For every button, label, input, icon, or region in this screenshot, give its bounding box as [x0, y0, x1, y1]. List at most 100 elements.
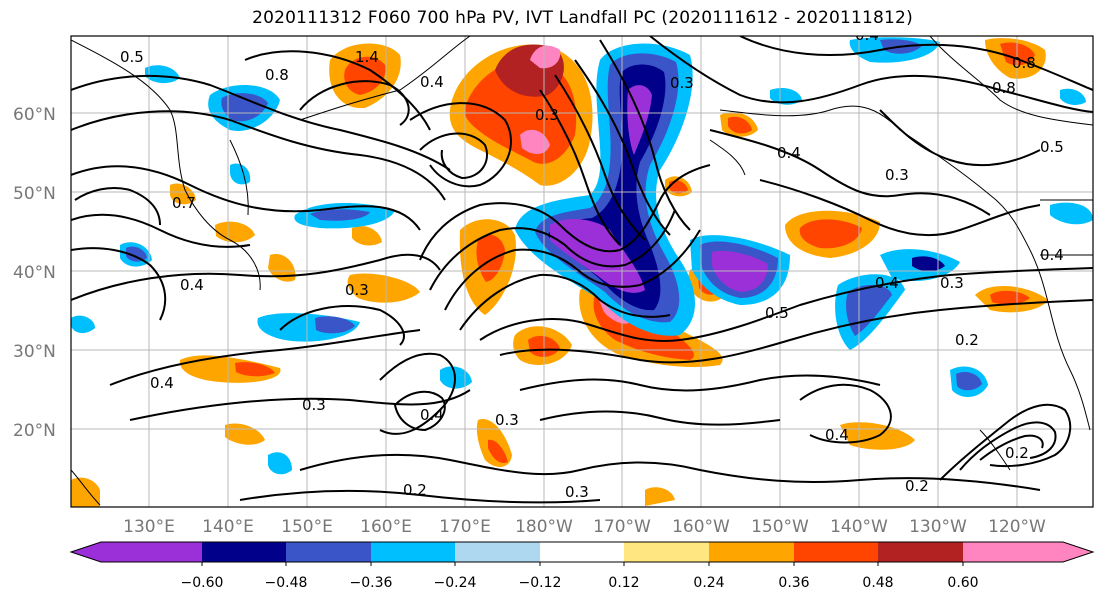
colorbar-tick: −0.60	[181, 575, 224, 591]
contour-label: 0.2	[905, 477, 929, 495]
lon-label: 170°W	[593, 517, 651, 537]
positive-anomaly-4b	[799, 219, 862, 249]
colorbar-bin	[455, 542, 540, 562]
negative-anomaly-15	[268, 452, 292, 475]
negative-anomaly-12	[1050, 202, 1093, 225]
contour-label: 0.3	[940, 274, 964, 292]
negative-anomaly-7b	[221, 93, 268, 122]
colorbar-bin	[878, 542, 963, 562]
colorbar-bin	[963, 542, 1063, 562]
lon-label: 160°W	[672, 517, 730, 537]
contour-label: 0.3	[345, 281, 369, 299]
contour-label: 0.4	[777, 144, 801, 162]
negative-anomaly-16	[71, 315, 95, 334]
map-content: 0.5 1.4 0.8 0.3 0.4 0.3 0.4 0.7 0.4 0.4 …	[71, 26, 1093, 507]
lat-label: 50°N	[13, 184, 56, 204]
colorbar-tick: 0.60	[947, 575, 978, 591]
contour-label: 0.4	[180, 276, 204, 294]
latitude-labels: 60°N 50°N 40°N 30°N 20°N	[13, 105, 56, 441]
colorbar-bin	[286, 542, 371, 562]
contour-label: 0.4	[855, 26, 879, 44]
lon-label: 150°E	[281, 517, 333, 537]
colorbar-tick: 0.12	[608, 575, 639, 591]
colorbar	[69, 541, 1095, 566]
colorbar-outline	[69, 541, 1095, 563]
positive-anomaly-1d	[520, 45, 561, 154]
negative-anomaly-9b	[956, 372, 982, 391]
colorbar-tick: 0.36	[778, 575, 809, 591]
contour-label: 1.4	[355, 48, 379, 66]
colorbar-tick: 0.48	[862, 575, 893, 591]
contour-label: 0.3	[885, 166, 909, 184]
colorbar-tick: −0.12	[519, 575, 562, 591]
lon-label: 160°E	[360, 517, 412, 537]
contour-label: 0.3	[535, 106, 559, 124]
negative-anomaly-6b	[310, 209, 370, 221]
positive-anomaly-14	[268, 254, 296, 282]
contour-label: 0.3	[565, 483, 589, 501]
colorbar-extend-max	[1063, 542, 1093, 562]
positive-anomaly-2b	[344, 56, 386, 95]
lon-label: 140°E	[202, 517, 254, 537]
colorbar-bin	[624, 542, 709, 562]
chart-title: 2020111312 F060 700 hPa PV, IVT Landfall…	[252, 8, 913, 28]
negative-anomaly-5b	[315, 316, 355, 334]
positive-anomaly-6b	[476, 234, 505, 282]
contour-label: 0.5	[120, 48, 144, 66]
contour-labels: 0.5 1.4 0.8 0.3 0.4 0.3 0.4 0.7 0.4 0.4 …	[120, 26, 1064, 501]
contour-label: 0.2	[1005, 444, 1029, 462]
colorbar-tick-labels: −0.60 −0.48 −0.36 −0.24 −0.12 0.12 0.24 …	[181, 575, 979, 591]
contour-label: 0.3	[302, 396, 326, 414]
contour-label: 0.4	[420, 406, 444, 424]
lon-label: 150°W	[751, 517, 809, 537]
negative-anomaly-11	[440, 366, 472, 389]
lon-label: 120°W	[988, 517, 1046, 537]
negative-anomaly-1d	[550, 85, 652, 293]
lon-label: 170°E	[439, 517, 491, 537]
lon-label: 140°W	[830, 517, 888, 537]
colorbar-bin	[794, 542, 878, 562]
positive-anomaly-16b	[728, 116, 752, 134]
positive-anomaly-19	[645, 487, 675, 506]
map-frame	[70, 35, 1094, 508]
contour-label: 0.4	[150, 374, 174, 392]
contour-label: 0.4	[875, 274, 899, 292]
positive-anomaly-9b	[990, 290, 1030, 305]
contour-label: 0.3	[670, 74, 694, 92]
positive-anomaly-20	[71, 477, 100, 507]
contour-label: 0.3	[495, 411, 519, 429]
negative-anomaly-14	[145, 65, 180, 84]
contour-label: 0.4	[420, 73, 444, 91]
colorbar-tick: −0.24	[434, 575, 477, 591]
negative-anomaly-13	[770, 88, 802, 105]
positive-anomaly-12b	[488, 439, 508, 464]
contour-label: 0.2	[403, 481, 427, 499]
contour-label: 0.4	[1040, 246, 1064, 264]
contour-label: 0.5	[1040, 138, 1064, 156]
contour-label: 0.7	[172, 194, 196, 212]
lon-label: 130°W	[909, 517, 967, 537]
negative-anomaly-17	[1060, 88, 1086, 105]
colorbar-bin	[371, 542, 455, 562]
positive-anomaly-8b	[235, 362, 275, 377]
negative-anomaly-10b	[126, 246, 147, 262]
colorbar-bin	[540, 542, 624, 562]
contour-label: 0.5	[765, 304, 789, 322]
lon-label: 180°W	[515, 517, 573, 537]
colorbar-tick: −0.48	[265, 575, 308, 591]
contour-label: 0.8	[1012, 54, 1036, 72]
contour-label: 0.2	[955, 331, 979, 349]
positive-anomaly-18	[352, 225, 382, 246]
ivt-contours	[71, 36, 1093, 504]
contour-label: 0.8	[265, 66, 289, 84]
lat-label: 20°N	[13, 421, 56, 441]
colorbar-bin	[202, 542, 286, 562]
colorbar-bin	[101, 542, 202, 562]
lat-label: 40°N	[13, 263, 56, 283]
negative-anomaly-4b	[912, 256, 945, 272]
lat-label: 60°N	[13, 105, 56, 125]
contour-label: 0.4	[825, 426, 849, 444]
colorbar-tick: −0.36	[350, 575, 393, 591]
colorbar-tick: 0.24	[693, 575, 724, 591]
